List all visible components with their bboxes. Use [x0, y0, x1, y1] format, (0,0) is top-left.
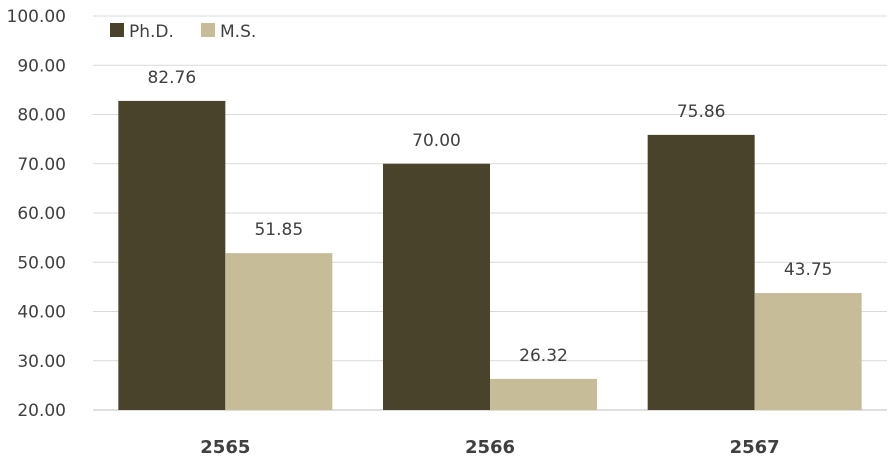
data-label-phd-2566: 70.00 [412, 131, 461, 151]
bar-phd-2567 [647, 134, 755, 410]
x-axis-category-labels: 2565 2566 2567 [200, 437, 779, 458]
y-tick-label: 60.00 [17, 204, 66, 224]
data-label-ms-2565: 51.85 [254, 220, 303, 240]
bars [118, 100, 862, 411]
bar-ms-2565 [225, 253, 333, 410]
legend-label-phd: Ph.D. [129, 22, 174, 42]
data-label-phd-2565: 82.76 [147, 68, 196, 88]
data-labels: 82.76 51.85 70.00 26.32 75.86 43.75 [147, 68, 832, 366]
x-tick-label: 2566 [465, 437, 515, 458]
y-tick-label: 40.00 [17, 303, 66, 323]
bar-phd-2565 [118, 100, 226, 411]
legend-swatch-phd [110, 23, 124, 37]
y-tick-label: 100.00 [7, 7, 66, 27]
bar-ms-2566 [490, 378, 597, 410]
data-label-ms-2567: 43.75 [784, 260, 833, 280]
data-label-phd-2567: 75.86 [677, 102, 726, 122]
y-tick-label: 80.00 [17, 106, 66, 126]
y-axis-tick-labels: 20.00 30.00 40.00 50.00 60.00 70.00 80.00 90.00… [7, 7, 66, 421]
y-tick-label: 20.00 [17, 401, 66, 421]
y-tick-label: 70.00 [17, 155, 66, 175]
x-tick-label: 2567 [730, 437, 780, 458]
bar-phd-2566 [383, 163, 490, 410]
y-tick-label: 30.00 [17, 352, 66, 372]
data-label-ms-2566: 26.32 [519, 346, 568, 366]
bar-ms-2567 [754, 293, 862, 410]
x-tick-label: 2565 [200, 437, 250, 458]
legend: Ph.D. M.S. [110, 22, 256, 42]
y-tick-label: 90.00 [17, 56, 66, 76]
legend-swatch-ms [201, 23, 215, 37]
y-tick-label: 50.00 [17, 253, 66, 273]
legend-label-ms: M.S. [220, 22, 256, 42]
